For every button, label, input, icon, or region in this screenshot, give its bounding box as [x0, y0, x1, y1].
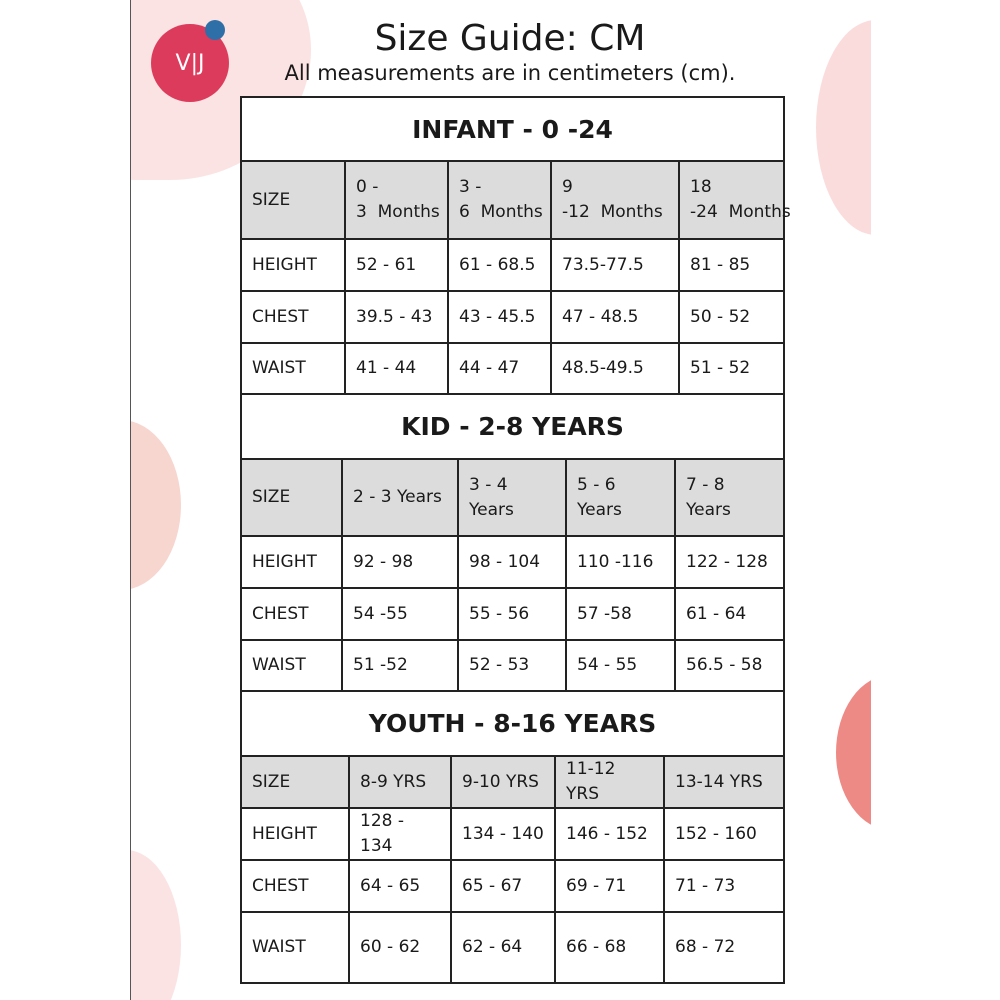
table-row: CHEST 39.5 - 43 43 - 45.5 47 - 48.5 50 - 52 — [240, 290, 785, 344]
table-cell: WAIST — [240, 639, 343, 692]
table-cell: 47 - 48.5 — [550, 290, 680, 344]
table-cell: 48.5-49.5 — [550, 342, 680, 395]
table-cell: 65 - 67 — [450, 859, 556, 913]
table-cell: 73.5-77.5 — [550, 238, 680, 292]
table-cell: 55 - 56 — [457, 587, 567, 641]
table-row: CHEST 64 - 65 65 - 67 69 - 71 71 - 73 — [240, 859, 786, 913]
table-cell: 128 - 134 — [348, 807, 452, 861]
column-header: 11-12 YRS — [554, 755, 665, 809]
column-header: SIZE — [240, 458, 343, 537]
table-cell: 60 - 62 — [348, 911, 452, 984]
table-cell: CHEST — [240, 290, 346, 344]
column-header: SIZE — [240, 160, 346, 240]
table-cell: 52 - 61 — [344, 238, 449, 292]
table-cell: HEIGHT — [240, 807, 350, 861]
table-cell: 69 - 71 — [554, 859, 665, 913]
table-cell: WAIST — [240, 911, 350, 984]
table-cell: 52 - 53 — [457, 639, 567, 692]
table-cell: 66 - 68 — [554, 911, 665, 984]
logo-text: V|J — [175, 50, 205, 76]
section-title: KID - 2-8 YEARS — [239, 393, 786, 460]
decorative-blob — [131, 850, 181, 1000]
table-cell: 54 -55 — [341, 587, 459, 641]
column-header: 9 -12 Months — [550, 160, 680, 240]
table-cell: 61 - 64 — [673, 587, 786, 641]
table-cell: 81 - 85 — [678, 238, 785, 292]
section-title: YOUTH - 8-16 YEARS — [239, 690, 786, 757]
table-cell: 50 - 52 — [678, 290, 785, 344]
table-cell: 39.5 - 43 — [344, 290, 449, 344]
column-header: 13-14 YRS — [662, 755, 786, 809]
column-header: SIZE — [240, 755, 350, 809]
table-cell: 122 - 128 — [673, 535, 786, 589]
header-row: SIZE 8-9 YRS 9-10 YRS 11-12 YRS 13-14 YRS — [240, 755, 786, 809]
table-cell: CHEST — [240, 587, 343, 641]
table-cell: CHEST — [240, 859, 350, 913]
decorative-blob — [816, 20, 871, 235]
size-table-1: KID - 2-8 YEARS SIZE 2 - 3 Years 3 - 4 Year… — [239, 393, 786, 692]
table-cell: 44 - 47 — [447, 342, 552, 395]
table-cell: HEIGHT — [240, 535, 343, 589]
column-header: 2 - 3 Years — [341, 458, 459, 537]
size-table-0: INFANT - 0 -24 SIZE 0 - 3 Months 3 - 6 Mont… — [240, 96, 791, 395]
table-cell: 68 - 72 — [662, 911, 786, 984]
table-cell: 92 - 98 — [341, 535, 459, 589]
table-cell: 110 -116 — [565, 535, 676, 589]
table-cell: 56.5 - 58 — [673, 639, 786, 692]
table-cell: 61 - 68.5 — [447, 238, 552, 292]
table-cell: 41 - 44 — [344, 342, 449, 395]
column-header: 5 - 6 Years — [565, 458, 676, 537]
column-header: 3 - 4 Years — [457, 458, 567, 537]
table-cell: 51 -52 — [341, 639, 459, 692]
decorative-blob — [836, 675, 871, 830]
table-cell: 152 - 160 — [662, 807, 786, 861]
table-cell: 98 - 104 — [457, 535, 567, 589]
table-row: HEIGHT 92 - 98 98 - 104 110 -116 122 - 128 — [240, 535, 786, 589]
table-cell: 43 - 45.5 — [447, 290, 552, 344]
size-table-2: YOUTH - 8-16 YEARS SIZE 8-9 YRS 9-10 YRS 11-… — [239, 690, 786, 984]
column-header: 8-9 YRS — [348, 755, 452, 809]
table-row: WAIST 60 - 62 62 - 64 66 - 68 68 - 72 — [240, 911, 786, 984]
table-cell: WAIST — [240, 342, 346, 395]
table-cell: 64 - 65 — [348, 859, 452, 913]
section-title: INFANT - 0 -24 — [240, 96, 785, 162]
table-cell: 54 - 55 — [565, 639, 676, 692]
table-cell: 57 -58 — [565, 587, 676, 641]
page-title: Size Guide: CM — [374, 18, 646, 59]
decorative-blob — [131, 420, 181, 590]
table-row: HEIGHT 128 - 134 134 - 140 146 - 152 152 - 1… — [240, 807, 786, 861]
table-cell: HEIGHT — [240, 238, 346, 292]
column-header: 9-10 YRS — [450, 755, 556, 809]
table-cell: 71 - 73 — [662, 859, 786, 913]
column-header: 0 - 3 Months — [344, 160, 449, 240]
page-subtitle: All measurements are in centimeters (cm)… — [284, 61, 736, 85]
header-row: SIZE 2 - 3 Years 3 - 4 Years 5 - 6 Years 7 -… — [240, 458, 786, 537]
logo-dot — [205, 20, 225, 40]
table-row: WAIST 51 -52 52 - 53 54 - 55 56.5 - 58 — [240, 639, 786, 692]
column-header: 7 - 8 Years — [673, 458, 786, 537]
header-row: SIZE 0 - 3 Months 3 - 6 Months 9 -12 Months… — [240, 160, 791, 240]
table-row: HEIGHT 52 - 61 61 - 68.5 73.5-77.5 81 - 85 — [240, 238, 785, 292]
column-header: 3 - 6 Months — [447, 160, 552, 240]
table-cell: 134 - 140 — [450, 807, 556, 861]
table-cell: 146 - 152 — [554, 807, 665, 861]
table-row: WAIST 41 - 44 44 - 47 48.5-49.5 51 - 52 — [240, 342, 785, 395]
table-row: CHEST 54 -55 55 - 56 57 -58 61 - 64 — [240, 587, 786, 641]
table-cell: 51 - 52 — [678, 342, 785, 395]
table-cell: 62 - 64 — [450, 911, 556, 984]
column-header: 18 -24 Months — [678, 160, 791, 240]
